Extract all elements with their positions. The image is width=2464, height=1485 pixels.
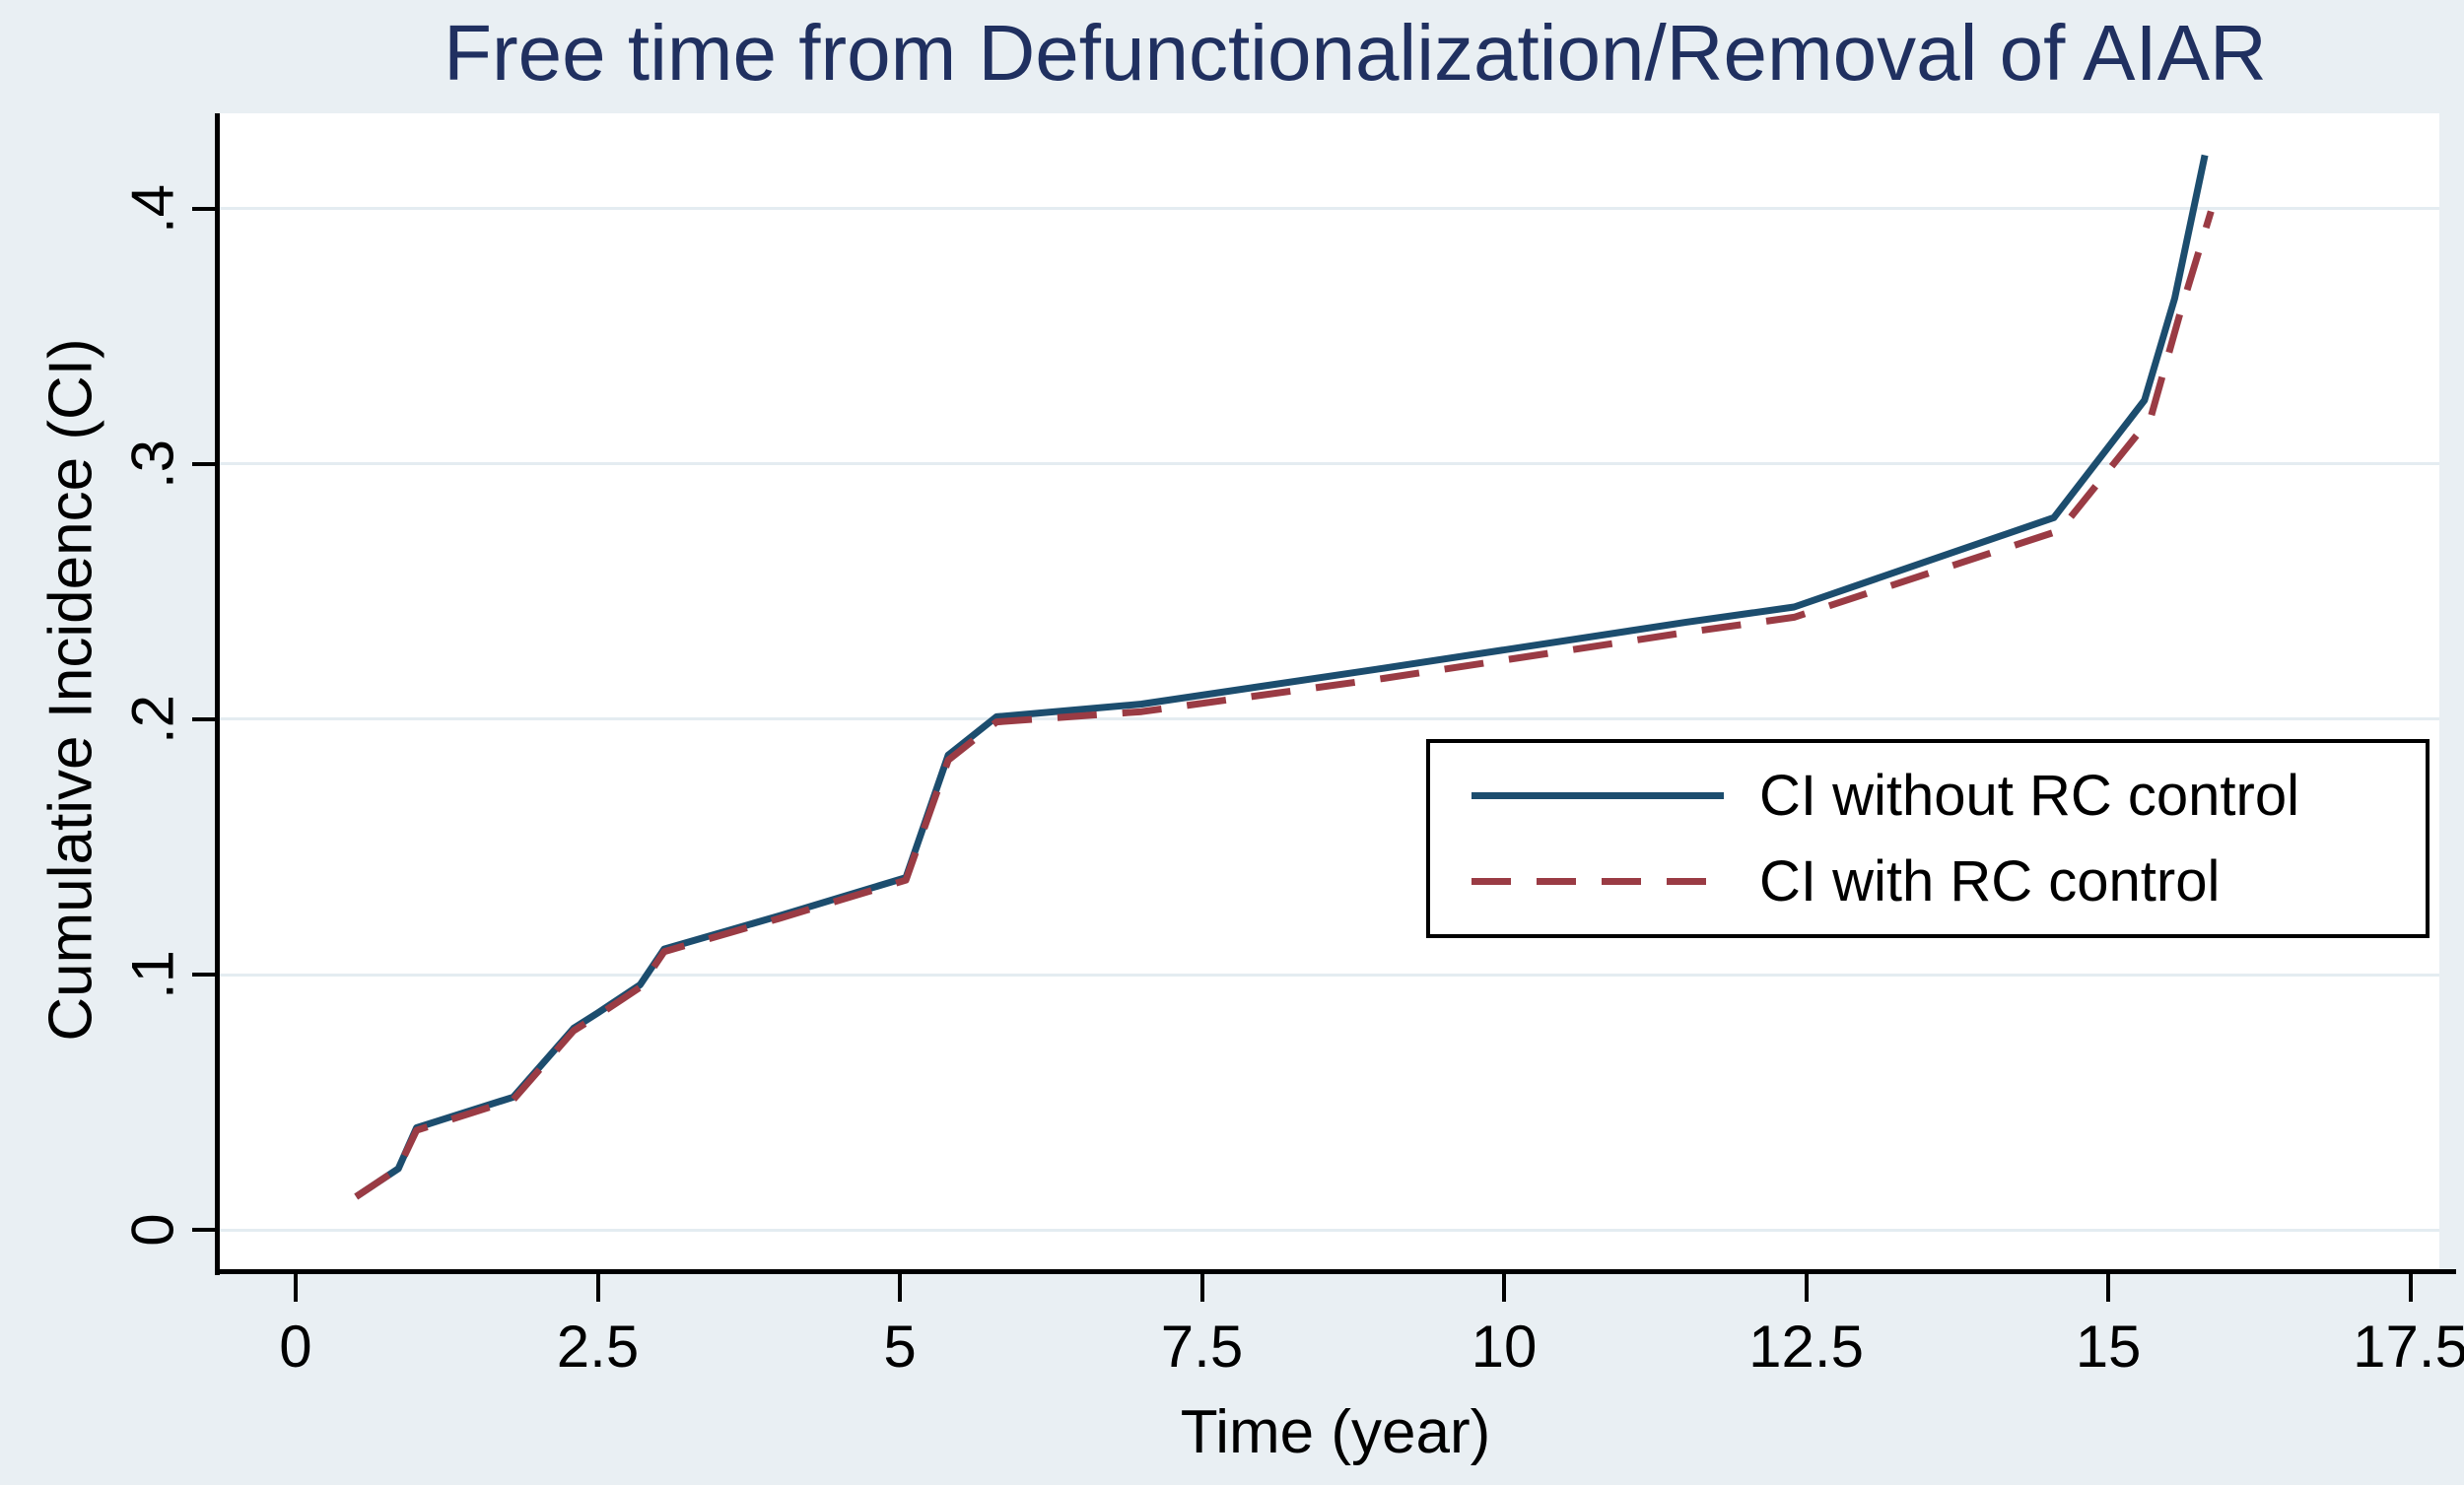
- y-tick-label: .1: [119, 950, 186, 1000]
- y-gridline: [220, 717, 2439, 721]
- x-tick-label: 15: [2075, 1314, 2142, 1380]
- x-tick: [2106, 1274, 2111, 1302]
- x-tick-label: 2.5: [556, 1314, 640, 1380]
- x-axis-title: Time (year): [1180, 1398, 1491, 1466]
- y-tick: [192, 716, 215, 721]
- legend-row-without-rc: CI without RC control: [1472, 763, 2426, 829]
- y-tick: [192, 461, 215, 466]
- y-gridline: [220, 973, 2439, 977]
- series-line-solid: [354, 154, 2209, 1200]
- x-tick: [1199, 1274, 1204, 1302]
- legend-row-with-rc: CI with RC control: [1472, 848, 2426, 914]
- y-tick: [192, 973, 215, 978]
- plot-area: [220, 113, 2439, 1269]
- solid-line-sample: [1472, 792, 1724, 799]
- y-gridline: [220, 207, 2439, 211]
- plot-svg: [354, 154, 2215, 1200]
- legend-label: CI with RC control: [1759, 849, 2221, 913]
- y-tick: [192, 206, 215, 211]
- x-tick-label: 0: [279, 1314, 312, 1380]
- x-tick: [1502, 1274, 1507, 1302]
- y-tick-label: .2: [119, 694, 186, 745]
- y-tick: [192, 1228, 215, 1233]
- legend: CI without RC control CI with RC control: [1426, 739, 2430, 938]
- x-tick: [898, 1274, 903, 1302]
- y-tick-label: .3: [119, 439, 186, 489]
- x-tick: [2408, 1274, 2413, 1302]
- series-line-dashed: [354, 210, 2215, 1200]
- y-axis-spine: [215, 113, 220, 1275]
- x-tick-label: 5: [883, 1314, 917, 1380]
- chart-title: Free time from Defunctionalization/Remov…: [444, 9, 2267, 97]
- legend-label: CI without RC control: [1759, 764, 2299, 828]
- dashed-line-sample: [1472, 878, 1724, 885]
- y-tick-label: 0: [119, 1213, 186, 1247]
- x-tick-label: 10: [1471, 1314, 1538, 1380]
- y-gridline: [220, 462, 2439, 466]
- x-tick: [595, 1274, 600, 1302]
- y-gridline: [220, 1228, 2439, 1232]
- x-tick-label: 17.5: [2353, 1314, 2464, 1380]
- x-tick-label: 12.5: [1748, 1314, 1864, 1380]
- y-axis-title: Cumulative Incidence (CI): [36, 338, 105, 1042]
- x-tick: [1804, 1274, 1809, 1302]
- x-axis-spine: [215, 1269, 2456, 1274]
- x-tick-label: 7.5: [1160, 1314, 1244, 1380]
- x-tick: [293, 1274, 298, 1302]
- y-tick-label: .4: [119, 183, 186, 234]
